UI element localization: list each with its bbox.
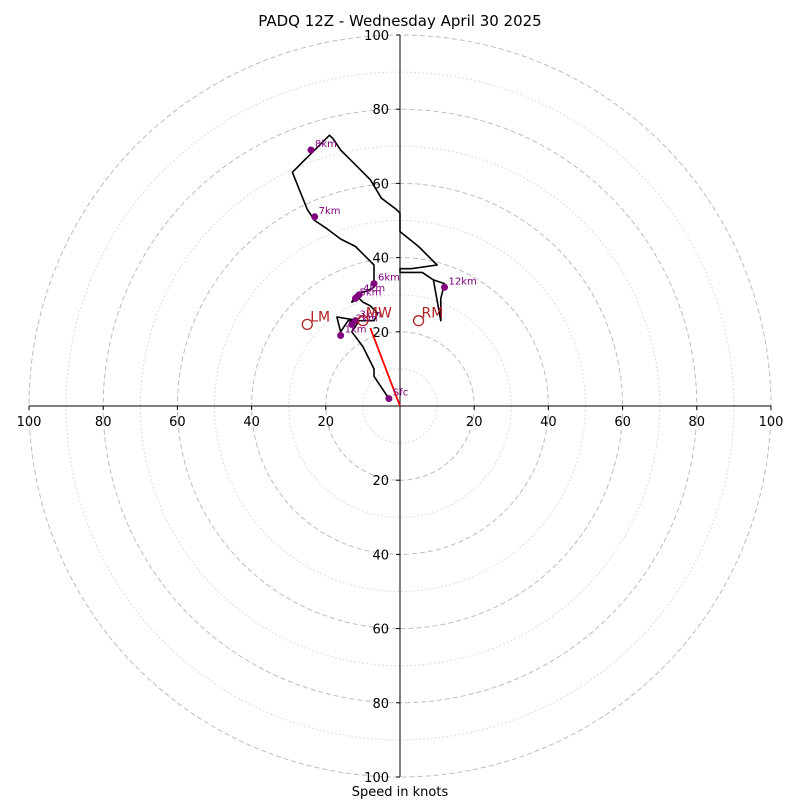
x-tick-label: 60 (169, 415, 186, 430)
height-marker-label: 2km (356, 313, 378, 324)
x-tick-label: 60 (614, 415, 631, 430)
storm-motions: LM RM MW (301, 306, 444, 331)
height-marker-label: 4km (363, 284, 385, 295)
height-marker-label: 3km (359, 310, 381, 321)
height-marker-point (337, 332, 345, 340)
x-tick-label: 80 (95, 415, 112, 430)
y-tick-label: 20 (372, 474, 389, 489)
y-tick-label: 100 (364, 771, 389, 786)
height-marker-point (311, 213, 319, 221)
hodograph-series (291, 134, 446, 407)
height-marker-point (351, 317, 359, 325)
height-marker-label: 8km (315, 139, 337, 150)
x-tick-label: 100 (17, 415, 42, 430)
x-tick-label: 40 (540, 415, 557, 430)
y-tick-label: 20 (372, 326, 389, 341)
storm-motion-label: RM (422, 306, 444, 322)
y-tick-label: 80 (372, 697, 389, 712)
height-marker-point (441, 283, 449, 291)
shear-vector (369, 327, 401, 407)
y-tick-label: 40 (372, 548, 389, 563)
y-tick-label: 80 (372, 103, 389, 118)
height-marker-label: 12km (449, 276, 477, 287)
storm-motion-marker (301, 318, 313, 331)
y-tick-label: 60 (372, 177, 389, 192)
height-marker-label: Sfc (393, 388, 408, 399)
x-tick-label: 100 (759, 415, 784, 430)
y-tick-label: 60 (372, 623, 389, 638)
y-tick-label: 40 (372, 252, 389, 267)
x-axis-label: Speed in knots (352, 785, 449, 800)
storm-motion-label: MW (366, 306, 392, 322)
height-marker-point (370, 280, 378, 288)
storm-motion-marker (357, 315, 369, 327)
tick-labels: 100 80 60 40 20 20 40 60 80 100 100 80 60 40 20 20 40 60 8… (17, 29, 784, 786)
x-tick-label: 80 (689, 415, 706, 430)
x-tick-label: 20 (466, 415, 483, 430)
x-tick-label: 20 (318, 415, 335, 430)
height-marker-label: 7km (319, 206, 341, 217)
height-marker-label: 5km (359, 287, 381, 298)
y-tick-label: 100 (364, 29, 389, 44)
height-marker-point (351, 294, 359, 302)
height-marker-label: 6km (378, 273, 400, 284)
x-tick-label: 40 (243, 415, 260, 430)
height-marker-label: 1km (345, 325, 367, 336)
storm-motion-marker (412, 315, 425, 327)
storm-motion-label: LM (310, 309, 330, 325)
height-marker-point (307, 146, 315, 154)
height-marker-point (385, 395, 393, 403)
chart-title: PADQ 12Z - Wednesday April 30 2025 (258, 12, 541, 30)
hodograph-line (291, 134, 446, 400)
